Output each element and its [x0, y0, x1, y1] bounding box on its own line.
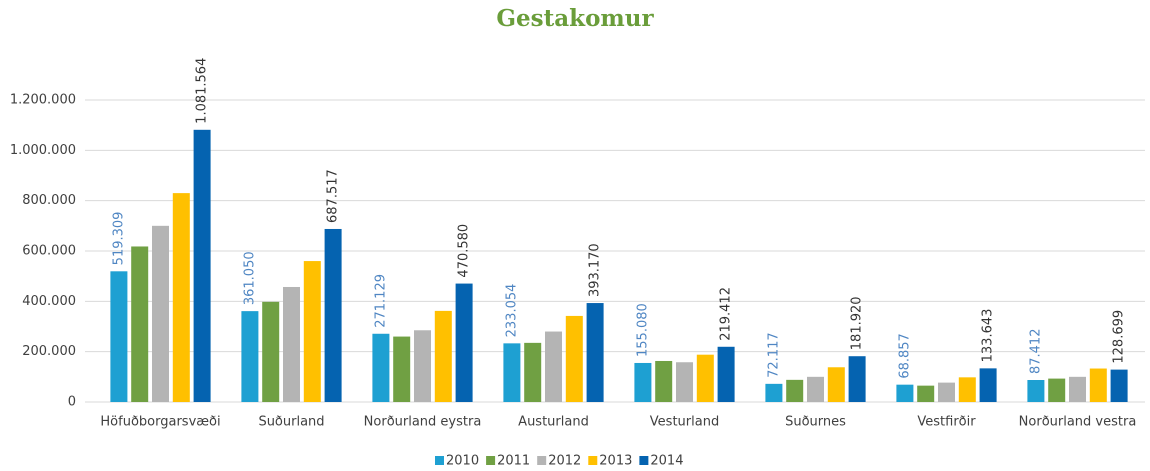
- data-label: 1.081.564: [195, 58, 210, 124]
- x-tick-label: Vestfirðir: [917, 415, 976, 430]
- data-label: 519.309: [111, 212, 126, 266]
- y-tick-label: 200.000: [22, 344, 76, 359]
- data-label: 470.580: [457, 224, 472, 278]
- bar: [131, 246, 149, 402]
- legend-label: 2014: [650, 454, 683, 469]
- bar: [324, 228, 342, 402]
- legend-label: 2013: [599, 454, 632, 469]
- bar: [979, 368, 997, 402]
- bar: [193, 129, 211, 402]
- y-tick-label: 1.000.000: [10, 143, 76, 158]
- legend-swatch: [588, 456, 598, 465]
- bar: [414, 330, 431, 402]
- data-label: 68.857: [897, 333, 912, 379]
- bar: [303, 261, 321, 402]
- data-label: 128.699: [1112, 310, 1127, 364]
- data-label: 233.054: [504, 284, 519, 338]
- legend-label: 2012: [548, 454, 581, 469]
- data-label: 181.920: [850, 296, 865, 350]
- x-tick-label: Höfuðborgarsvæði: [100, 415, 220, 430]
- data-label: 155.080: [635, 303, 650, 357]
- y-tick-label: 800.000: [22, 193, 76, 208]
- bar: [1069, 376, 1086, 402]
- bar: [241, 311, 259, 402]
- bar: [372, 333, 390, 402]
- bar: [676, 362, 693, 402]
- bar: [393, 336, 411, 402]
- data-label: 687.517: [326, 169, 341, 223]
- x-tick-label: Suðurnes: [785, 415, 846, 430]
- x-tick-label: Vesturland: [650, 415, 719, 430]
- bar: [634, 362, 652, 402]
- bar: [434, 310, 452, 402]
- bar: [455, 283, 473, 402]
- bar: [786, 379, 804, 402]
- data-label: 393.170: [588, 243, 603, 297]
- data-label: 219.412: [719, 287, 734, 341]
- legend-label: 2011: [497, 454, 530, 469]
- bar: [1089, 368, 1107, 402]
- bar: [524, 342, 542, 402]
- bar: [896, 384, 914, 402]
- y-tick-label: 1.200.000: [10, 93, 76, 108]
- bar: [545, 331, 562, 402]
- bar: [765, 383, 783, 402]
- data-label: 361.050: [242, 251, 257, 305]
- bar: [1027, 380, 1045, 402]
- bar: [172, 193, 190, 402]
- bar: [696, 354, 714, 402]
- legend-swatch: [486, 456, 496, 465]
- bar: [917, 385, 935, 402]
- x-tick-label: Suðurland: [258, 415, 324, 430]
- bar: [807, 376, 824, 402]
- x-tick-label: Norðurland eystra: [364, 415, 482, 430]
- data-label: 133.643: [981, 309, 996, 363]
- bar: [262, 301, 280, 402]
- bar: [1048, 378, 1066, 402]
- bar: [565, 315, 583, 402]
- bar: [586, 303, 604, 402]
- x-tick-label: Austurland: [518, 415, 589, 430]
- bar: [503, 343, 521, 402]
- bar: [717, 346, 735, 402]
- bar: [110, 271, 128, 402]
- bar: [655, 360, 673, 402]
- bar: [1110, 369, 1128, 402]
- bar: [848, 356, 866, 402]
- legend-swatch: [639, 456, 649, 465]
- data-label: 271.129: [373, 274, 388, 328]
- y-tick-label: 400.000: [22, 294, 76, 309]
- legend-label: 2010: [446, 454, 479, 469]
- y-tick-label: 600.000: [22, 244, 76, 259]
- data-label: 87.412: [1028, 329, 1043, 375]
- legend-swatch: [435, 456, 444, 465]
- data-label: 72.117: [766, 332, 781, 378]
- legend-swatch: [537, 456, 547, 465]
- bar: [938, 382, 955, 402]
- chart-title: Gestakomur: [496, 5, 654, 32]
- bar: [283, 286, 300, 402]
- y-tick-label: 0: [68, 395, 76, 410]
- x-tick-label: Norðurland vestra: [1019, 415, 1137, 430]
- bar: [958, 377, 976, 402]
- bar: [827, 367, 845, 402]
- bar: [152, 225, 169, 402]
